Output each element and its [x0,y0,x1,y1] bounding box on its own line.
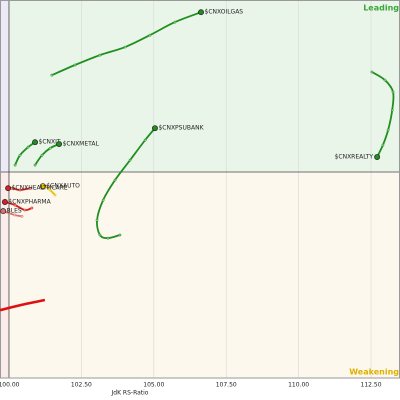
trail-point [95,218,99,222]
leading-quadrant [9,0,400,172]
trail-point [113,178,117,182]
series-label: $CNXAUTO [46,183,80,190]
x-tick-label: 110.00 [288,382,309,389]
x-axis-label: JdK RS-Ratio [111,390,149,397]
head-point [56,141,63,147]
trail-point [390,108,394,112]
series-label: $CNXIT [39,139,61,146]
trail-point [383,78,387,82]
trail-point [53,193,57,197]
trail-point [101,198,105,202]
trail-point [23,208,27,212]
quadrant-label: Weakening [349,368,399,377]
trail-point [30,206,34,210]
series-label: BLES [7,208,22,215]
trail-point [26,145,30,149]
series-label: $CNXREALTY [335,154,374,161]
trail-point [128,158,132,162]
trail-point [48,188,52,192]
trail-point [391,90,395,94]
trail-point [13,213,17,217]
trail-point [148,33,152,37]
trail-point [98,233,102,237]
head-point [198,9,204,16]
trail-point [370,70,374,74]
trail-point [48,146,52,150]
improving-quadrant [0,0,9,172]
trail-point [18,188,22,192]
quadrant-label: Leading [363,4,399,13]
x-tick-label: 105.00 [143,382,164,389]
series-label: $CNXPHARMA [8,198,51,205]
trail-point [33,163,37,167]
head-point [374,154,381,160]
head-point [5,185,12,192]
head-point [152,125,158,132]
trail-point [106,236,110,240]
trail-point [18,153,22,157]
head-point [39,183,46,190]
head-point [32,139,38,146]
trail-point [386,128,390,132]
trail-point [13,163,17,167]
trail-point [123,45,127,49]
trail [14,141,36,166]
trail-point [50,73,54,77]
x-tick-label: 112.50 [361,382,382,389]
head-point [1,199,8,205]
lagging-quadrant [0,172,9,378]
series-label: $CNXMETAL [63,141,100,148]
trail-point [13,203,17,207]
trail-point [73,63,77,67]
trail-point [28,186,32,190]
trail-point [118,233,122,237]
trail-point [173,20,177,24]
x-tick-label: 102.50 [71,382,92,389]
trail-point [20,214,24,218]
series-label: $CNXHEALTHCARE [12,185,68,192]
x-tick-label: 100.00 [0,382,20,389]
x-tick-label: 107.50 [216,382,237,389]
trail [34,143,60,166]
trail [0,298,46,312]
trail-point [381,143,385,147]
trail-point [40,153,44,157]
weakening-quadrant [9,172,400,378]
series-label: $CNXOILGAS [205,9,244,16]
trail-point [98,53,102,57]
trail-point [143,138,147,142]
head-point [0,208,7,215]
trail [4,201,33,212]
series-label: $CNXPSUBANK [158,125,204,132]
